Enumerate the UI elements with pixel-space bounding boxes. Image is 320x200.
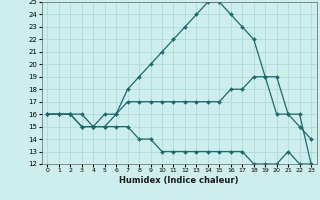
X-axis label: Humidex (Indice chaleur): Humidex (Indice chaleur)	[119, 176, 239, 185]
